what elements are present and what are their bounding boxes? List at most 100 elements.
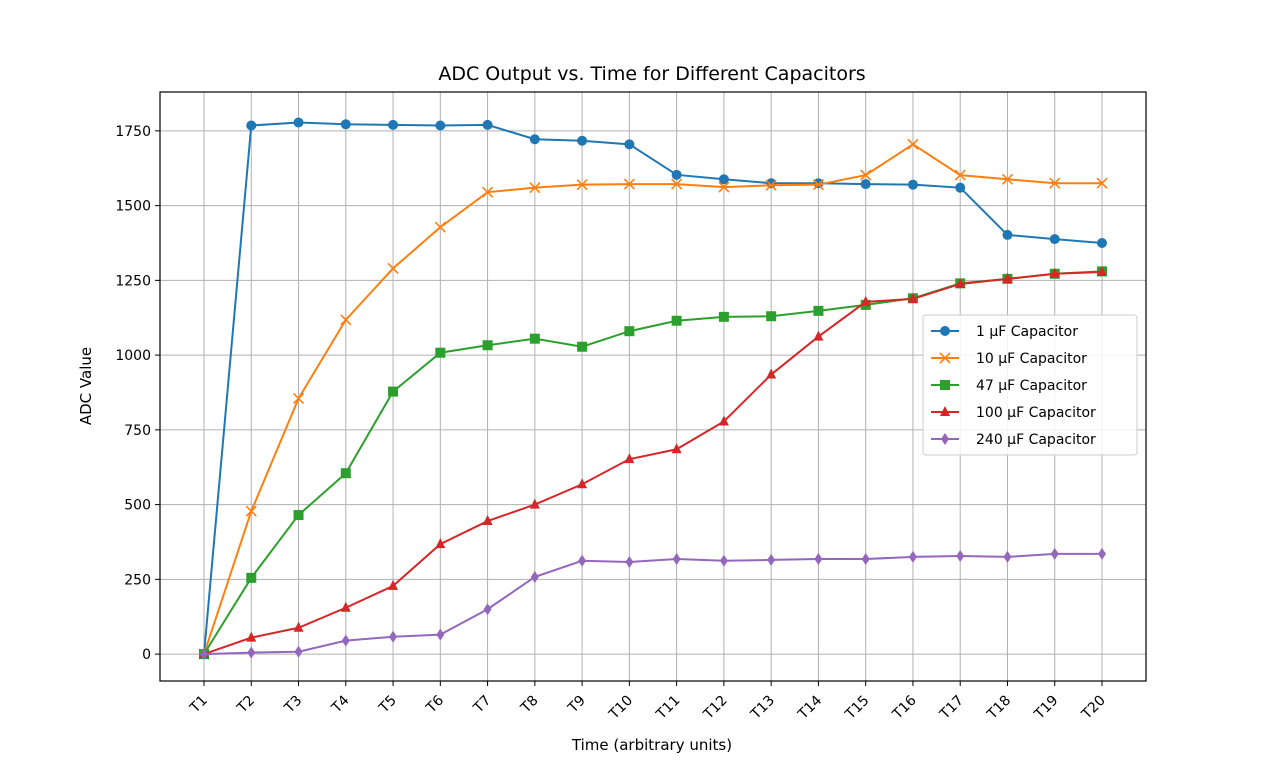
data-point bbox=[718, 311, 729, 322]
data-point bbox=[940, 326, 950, 336]
data-point bbox=[340, 314, 352, 326]
data-point bbox=[340, 119, 351, 130]
data-point bbox=[200, 648, 208, 661]
data-point bbox=[671, 443, 682, 454]
data-point bbox=[389, 630, 398, 643]
y-tick-label: 500 bbox=[124, 498, 151, 514]
series-layer bbox=[198, 117, 1108, 661]
data-point bbox=[435, 120, 446, 131]
x-tick-label: T19 bbox=[1031, 693, 1062, 724]
data-point bbox=[907, 179, 918, 190]
data-point bbox=[388, 119, 399, 130]
x-tick-label: T20 bbox=[1078, 693, 1109, 724]
data-point bbox=[246, 572, 257, 583]
legend-box bbox=[922, 314, 1138, 456]
y-tick-label: 0 bbox=[142, 647, 151, 663]
data-point bbox=[940, 406, 950, 416]
data-point bbox=[767, 553, 776, 566]
data-point bbox=[766, 368, 777, 379]
chart-title: ADC Output vs. Time for Different Capaci… bbox=[438, 63, 865, 85]
data-point bbox=[812, 179, 824, 191]
data-point bbox=[529, 498, 540, 509]
data-point bbox=[1002, 229, 1013, 240]
data-point bbox=[671, 169, 682, 180]
y-tick-label: 1250 bbox=[115, 273, 151, 289]
y-tick-label: 1000 bbox=[115, 348, 151, 364]
legend-item: 100 µF Capacitor bbox=[931, 405, 1096, 421]
y-axis-label: ADC Value bbox=[77, 347, 95, 425]
data-point bbox=[246, 631, 257, 642]
data-point bbox=[860, 179, 871, 190]
data-point bbox=[813, 330, 824, 341]
data-point bbox=[577, 478, 588, 489]
data-point bbox=[719, 554, 728, 567]
data-point bbox=[293, 117, 304, 128]
legend-item: 1 µF Capacitor bbox=[931, 324, 1078, 340]
data-point bbox=[718, 415, 729, 426]
data-point bbox=[672, 553, 681, 566]
data-point bbox=[813, 305, 824, 316]
x-axis-label: Time (arbitrary units) bbox=[571, 736, 732, 754]
y-tick-label: 750 bbox=[124, 423, 151, 439]
data-point bbox=[718, 181, 730, 193]
data-point bbox=[576, 179, 588, 191]
data-point bbox=[1098, 547, 1106, 560]
data-point bbox=[940, 380, 950, 390]
data-point bbox=[577, 135, 588, 146]
data-point bbox=[954, 169, 966, 181]
data-point bbox=[529, 134, 540, 145]
x-tick-label: T2 bbox=[234, 693, 258, 717]
data-point bbox=[292, 392, 305, 405]
data-point bbox=[765, 179, 777, 191]
data-point bbox=[341, 634, 350, 647]
x-tick-label: T1 bbox=[186, 693, 210, 717]
data-point bbox=[435, 538, 446, 549]
data-point bbox=[1049, 267, 1060, 278]
legend-label: 47 µF Capacitor bbox=[976, 378, 1087, 394]
data-point bbox=[294, 645, 303, 658]
series-line bbox=[198, 138, 1108, 660]
data-point bbox=[860, 169, 872, 181]
y-tick-label: 250 bbox=[124, 572, 151, 588]
x-tick-label: T18 bbox=[984, 693, 1015, 724]
x-tick-label: T15 bbox=[842, 693, 873, 724]
x-tick-label: T16 bbox=[889, 692, 920, 723]
data-point bbox=[1050, 547, 1059, 560]
data-point bbox=[908, 550, 917, 563]
data-point bbox=[246, 120, 257, 131]
legend-label: 1 µF Capacitor bbox=[976, 324, 1078, 340]
data-point bbox=[577, 341, 588, 352]
legend-label: 10 µF Capacitor bbox=[976, 351, 1087, 367]
data-point bbox=[956, 550, 965, 563]
data-point bbox=[955, 277, 966, 288]
data-point bbox=[624, 326, 635, 337]
data-point bbox=[388, 579, 399, 590]
series-path bbox=[203, 552, 1102, 656]
data-point bbox=[436, 628, 445, 641]
data-point bbox=[625, 556, 634, 569]
data-point bbox=[387, 262, 399, 274]
data-point bbox=[1049, 234, 1060, 245]
data-point bbox=[1001, 173, 1014, 185]
data-point bbox=[907, 138, 919, 150]
data-point bbox=[860, 295, 871, 306]
data-point bbox=[293, 621, 304, 632]
x-tick-label: T6 bbox=[423, 692, 447, 716]
x-tick-label: T9 bbox=[565, 693, 589, 717]
series-path bbox=[203, 121, 1103, 655]
legend-item: 47 µF Capacitor bbox=[931, 378, 1087, 394]
x-tick-label: T11 bbox=[653, 693, 684, 724]
x-tick-label: T12 bbox=[700, 693, 731, 724]
data-point bbox=[529, 333, 540, 344]
plot-area bbox=[159, 91, 1147, 682]
data-point bbox=[718, 174, 729, 185]
x-tick-label: T10 bbox=[606, 693, 637, 724]
data-point bbox=[1097, 237, 1107, 248]
data-point bbox=[624, 139, 635, 150]
data-point bbox=[1002, 272, 1013, 283]
data-point bbox=[671, 315, 682, 326]
data-point bbox=[340, 601, 351, 612]
series-line bbox=[200, 547, 1106, 661]
data-point bbox=[434, 221, 446, 233]
data-point bbox=[671, 178, 683, 190]
